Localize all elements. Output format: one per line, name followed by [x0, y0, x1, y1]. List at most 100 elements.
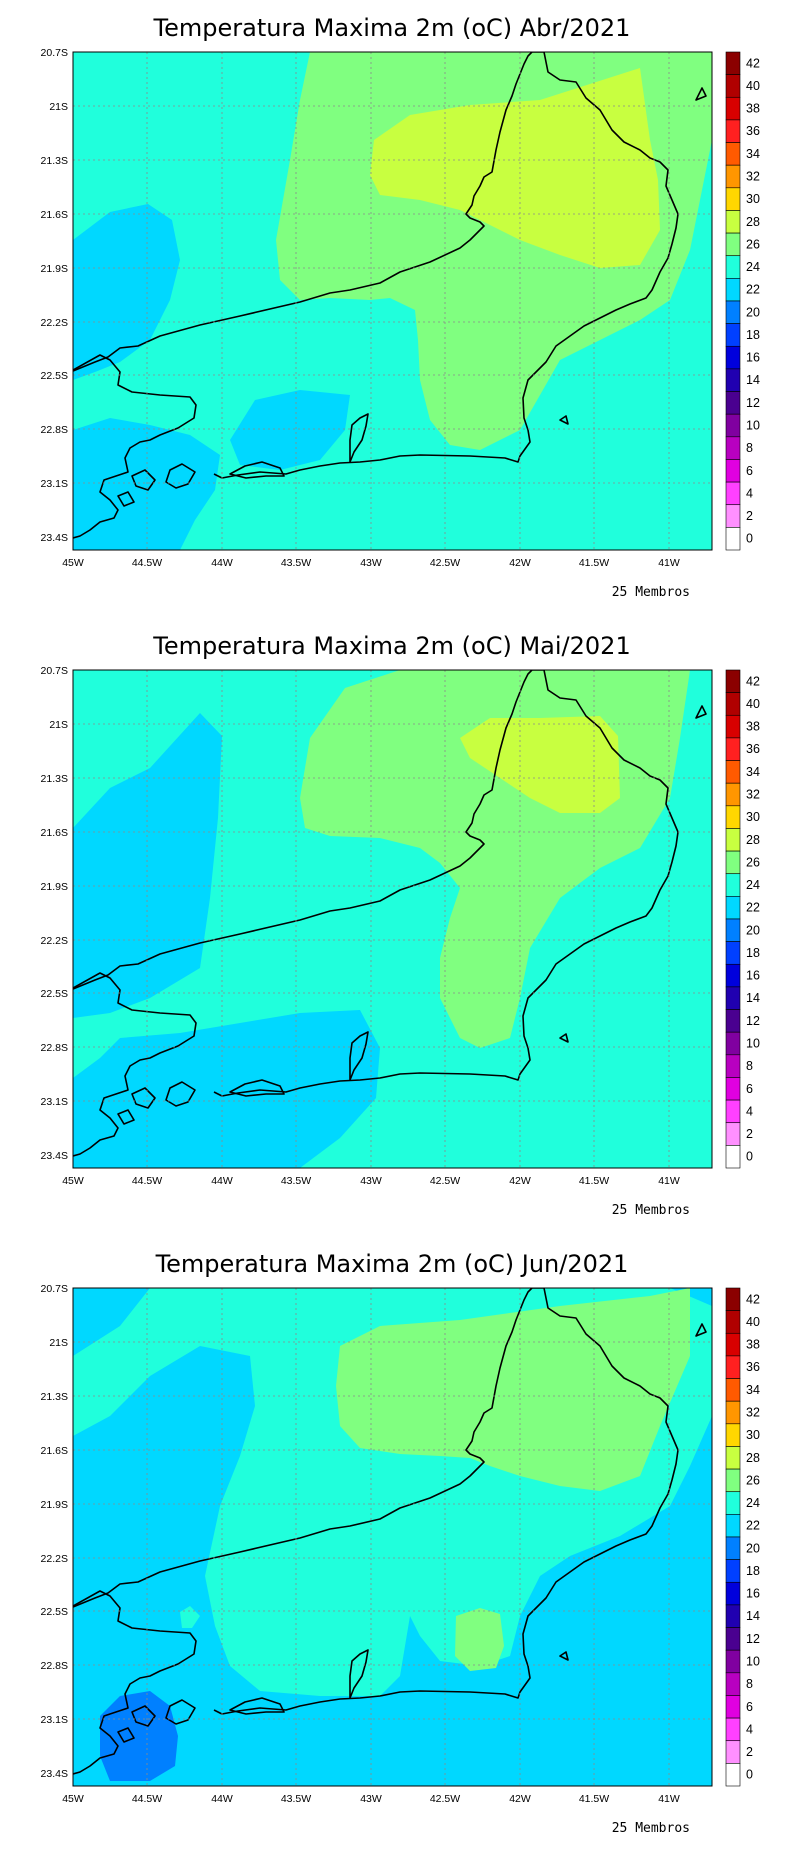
- legend-swatch: [725, 1627, 741, 1651]
- legend-label: 12: [746, 1632, 760, 1646]
- legend-label: 10: [746, 1655, 760, 1669]
- legend-label: 6: [746, 1700, 753, 1714]
- legend-label: 0: [746, 1768, 753, 1782]
- legend-swatch: [725, 527, 741, 551]
- legend-label: 26: [746, 1473, 760, 1487]
- legend-swatch: [725, 1491, 741, 1515]
- legend-label: 30: [746, 810, 760, 824]
- legend-swatch: [725, 1400, 741, 1425]
- lon-tick: 43.5W: [281, 1175, 311, 1187]
- lat-tick: 22.5S: [41, 370, 68, 382]
- legend-swatch: [725, 850, 741, 875]
- legend-swatch: [725, 187, 741, 211]
- legend-swatch: [725, 255, 741, 279]
- lon-tick: 45W: [62, 1175, 84, 1187]
- legend-label: 40: [746, 79, 760, 93]
- lon-axis: 45W 44.5W 44W 43.5W 43W 42.5W 42W 41.5W …: [62, 1793, 680, 1805]
- legend-swatch: [725, 1332, 741, 1357]
- contour-24-west: [73, 713, 222, 1018]
- legend-swatch: [725, 1287, 741, 1311]
- legend-label: 10: [746, 419, 760, 433]
- legend-label: 12: [746, 1014, 760, 1028]
- lat-tick: 23.4S: [41, 1150, 68, 1162]
- lat-tick: 22.2S: [41, 317, 68, 329]
- legend-label: 16: [746, 969, 760, 983]
- contour-28-north: [336, 1288, 690, 1491]
- lat-tick: 21.9S: [41, 1499, 68, 1511]
- legend-swatch: [725, 1031, 741, 1056]
- legend-label: 20: [746, 923, 760, 937]
- legend-swatch: [725, 1122, 741, 1146]
- lon-tick: 44.5W: [132, 1175, 162, 1187]
- legend-swatch: [725, 737, 741, 761]
- legend-swatch: [725, 1536, 741, 1560]
- lat-tick: 22.8S: [41, 1042, 68, 1054]
- lon-tick: 45W: [62, 1793, 84, 1805]
- legend-swatch: [725, 782, 741, 807]
- lat-tick: 22.5S: [41, 988, 68, 1000]
- lat-tick: 22.2S: [41, 1553, 68, 1565]
- legend-label: 14: [746, 991, 760, 1005]
- legend-swatch: [725, 760, 741, 784]
- legend-swatch: [725, 323, 741, 347]
- contour-28-north: [460, 716, 620, 813]
- lon-tick: 43.5W: [281, 557, 311, 569]
- legend-swatch: [725, 413, 741, 438]
- legend-swatch: [725, 1378, 741, 1402]
- lat-tick: 21.3S: [41, 1391, 68, 1403]
- lat-tick: 21.9S: [41, 263, 68, 275]
- legend-swatch: [725, 1672, 741, 1696]
- legend-swatch: [725, 828, 741, 852]
- lat-tick: 21S: [49, 1337, 68, 1349]
- legend-swatch: [725, 1077, 741, 1101]
- lon-axis: 45W 44.5W 44W 43.5W 43W 42.5W 42W 41.5W …: [62, 557, 680, 569]
- legend-swatch: [725, 1763, 741, 1787]
- legend-swatch: [725, 142, 741, 166]
- legend-swatch: [725, 1695, 741, 1719]
- lat-axis: 20.7S 21S 21.3S 21.6S 21.9S 22.2S 22.5S …: [41, 47, 68, 544]
- map-title: Temperatura Maxima 2m (oC) Jun/2021: [155, 1250, 629, 1278]
- lat-tick: 23.4S: [41, 1768, 68, 1780]
- legend-swatch: [725, 1099, 741, 1124]
- lon-tick: 43W: [360, 1175, 382, 1187]
- lon-tick: 42W: [509, 557, 531, 569]
- map-panel-jun: Temperatura Maxima 2m (oC) Jun/2021: [0, 1236, 800, 1854]
- legend-swatch: [725, 368, 741, 392]
- contour-24-sw: [73, 418, 220, 550]
- legend-swatch: [725, 232, 741, 257]
- lat-tick: 20.7S: [41, 1283, 68, 1295]
- lon-tick: 43.5W: [281, 1793, 311, 1805]
- map-panel-abr: Temperatura Maxima 2m (oC) Abr/2021: [0, 0, 800, 618]
- legend-swatch: [725, 873, 741, 897]
- legend-label: 38: [746, 720, 760, 734]
- lon-tick: 44W: [211, 1175, 233, 1187]
- legend-label: 6: [746, 464, 753, 478]
- contour-22-sw: [100, 1691, 178, 1781]
- contour-26-islet: [455, 1608, 504, 1671]
- lon-tick: 42.5W: [430, 1793, 460, 1805]
- legend-swatch: [725, 436, 741, 460]
- legend-label: 20: [746, 1541, 760, 1555]
- legend-label: 16: [746, 351, 760, 365]
- lon-tick: 44.5W: [132, 1793, 162, 1805]
- legend-label: 38: [746, 102, 760, 116]
- legend-label: 0: [746, 1150, 753, 1164]
- lat-tick: 22.8S: [41, 424, 68, 436]
- legend-label: 32: [746, 1406, 760, 1420]
- legend-swatch: [725, 1145, 741, 1169]
- lon-tick: 41W: [658, 557, 680, 569]
- lon-tick: 44.5W: [132, 557, 162, 569]
- legend-label: 22: [746, 1519, 760, 1533]
- legend-label: 2: [746, 509, 753, 523]
- legend-label: 18: [746, 1564, 760, 1578]
- legend-swatch: [725, 918, 741, 942]
- legend-label: 34: [746, 765, 760, 779]
- lon-tick: 44W: [211, 557, 233, 569]
- lon-tick: 42.5W: [430, 557, 460, 569]
- legend-swatch: [725, 1740, 741, 1764]
- lat-tick: 23.1S: [41, 1714, 68, 1726]
- map-frame: [72, 669, 713, 1169]
- lon-tick: 41W: [658, 1175, 680, 1187]
